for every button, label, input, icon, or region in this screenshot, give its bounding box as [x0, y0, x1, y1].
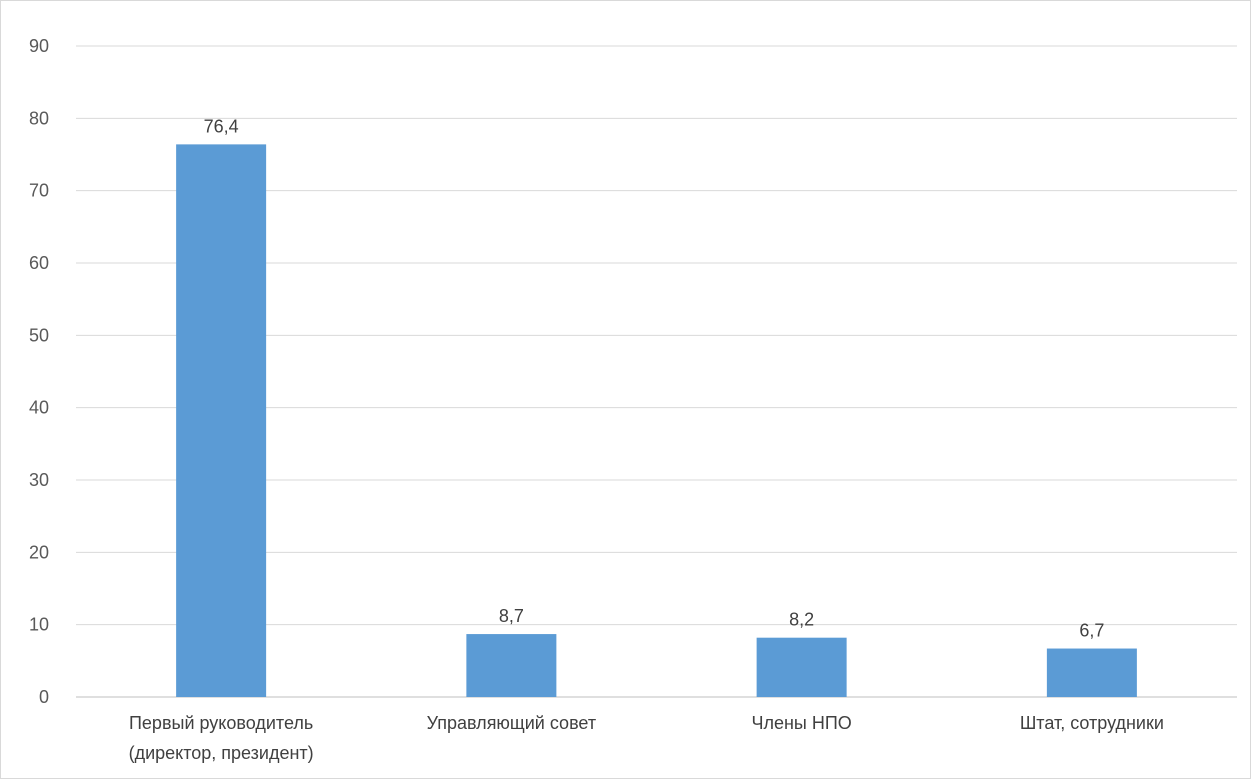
bar	[176, 144, 267, 697]
y-tick-label: 50	[29, 325, 49, 345]
gridlines	[76, 45, 1237, 698]
category-label: Члены НПО	[751, 713, 851, 733]
category-label: Управляющий совет	[427, 713, 596, 733]
y-axis-ticks: 0 10 20 30 40 50 60 70 80 90	[29, 36, 49, 707]
data-label: 8,7	[499, 606, 524, 626]
bar	[756, 637, 847, 697]
y-tick-label: 30	[29, 470, 49, 490]
y-tick-label: 40	[29, 398, 49, 418]
data-label: 76,4	[204, 116, 239, 136]
y-tick-label: 80	[29, 108, 49, 128]
data-label: 6,7	[1079, 621, 1104, 641]
bar	[466, 634, 557, 697]
y-tick-label: 60	[29, 253, 49, 273]
x-axis-categories: Первый руководитель (директор, президент)…	[129, 713, 1164, 763]
category-label: Штат, сотрудники	[1020, 713, 1164, 733]
data-labels: 76,4 8,7 8,2 6,7	[204, 116, 1105, 640]
data-label: 8,2	[789, 610, 814, 630]
bars	[176, 144, 1137, 697]
bar	[1046, 648, 1137, 697]
y-tick-label: 90	[29, 36, 49, 56]
y-tick-label: 10	[29, 615, 49, 635]
category-label: (директор, президент)	[129, 743, 314, 763]
y-tick-label: 0	[39, 687, 49, 707]
y-tick-label: 70	[29, 181, 49, 201]
category-label: Первый руководитель	[129, 713, 313, 733]
y-tick-label: 20	[29, 542, 49, 562]
